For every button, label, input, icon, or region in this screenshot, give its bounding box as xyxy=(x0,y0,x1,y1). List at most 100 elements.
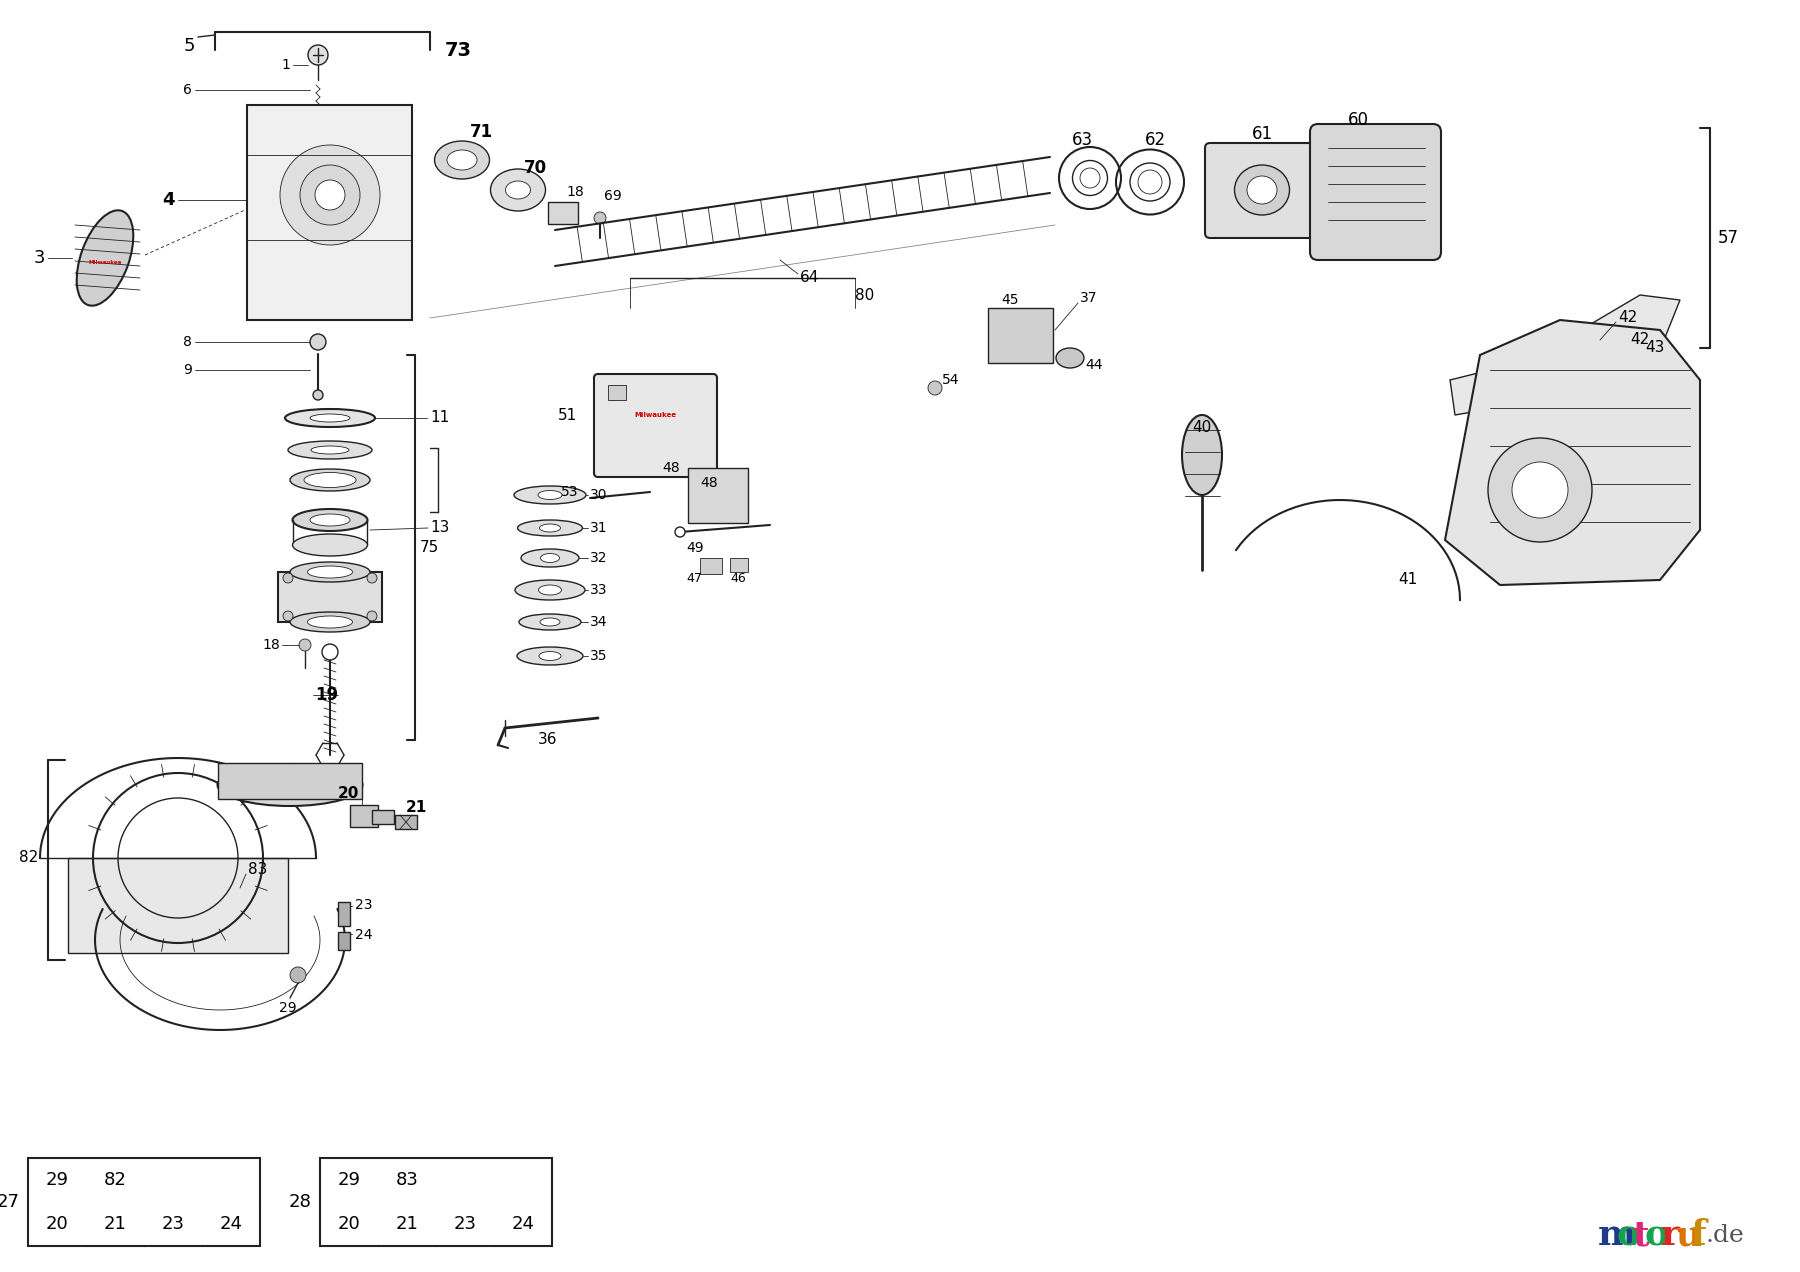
Text: 46: 46 xyxy=(731,571,745,585)
Text: t: t xyxy=(1633,1219,1649,1252)
Text: 29: 29 xyxy=(338,1172,360,1189)
Ellipse shape xyxy=(308,566,353,577)
Text: .de: .de xyxy=(1706,1224,1744,1247)
Text: 11: 11 xyxy=(430,411,450,426)
Text: 69: 69 xyxy=(605,190,621,204)
Text: 32: 32 xyxy=(590,551,608,565)
FancyBboxPatch shape xyxy=(247,106,412,321)
FancyBboxPatch shape xyxy=(1204,142,1319,238)
Circle shape xyxy=(929,382,941,396)
Circle shape xyxy=(283,572,293,583)
Ellipse shape xyxy=(1235,165,1289,215)
Text: 29: 29 xyxy=(45,1172,68,1189)
Ellipse shape xyxy=(292,534,367,556)
Text: 44: 44 xyxy=(1085,357,1102,371)
Ellipse shape xyxy=(218,764,362,806)
Ellipse shape xyxy=(506,181,531,198)
Ellipse shape xyxy=(310,413,349,422)
FancyBboxPatch shape xyxy=(594,374,716,477)
Text: 27: 27 xyxy=(0,1193,20,1211)
Text: 18: 18 xyxy=(263,639,281,653)
Text: 20: 20 xyxy=(338,1215,360,1233)
Text: 64: 64 xyxy=(799,271,819,285)
Text: 13: 13 xyxy=(430,520,450,536)
Text: 30: 30 xyxy=(590,488,608,502)
Circle shape xyxy=(310,335,326,350)
Text: 34: 34 xyxy=(590,614,608,628)
Text: 23: 23 xyxy=(162,1215,184,1233)
Circle shape xyxy=(322,644,338,660)
Ellipse shape xyxy=(538,585,562,595)
Text: 24: 24 xyxy=(220,1215,243,1233)
Circle shape xyxy=(367,611,376,621)
Ellipse shape xyxy=(518,614,581,630)
Circle shape xyxy=(1512,462,1568,518)
Text: 24: 24 xyxy=(511,1215,535,1233)
Text: 48: 48 xyxy=(700,476,718,490)
Text: 18: 18 xyxy=(565,184,583,198)
Text: 9: 9 xyxy=(184,363,193,377)
Ellipse shape xyxy=(538,491,562,500)
Ellipse shape xyxy=(446,150,477,170)
Circle shape xyxy=(283,611,293,621)
Ellipse shape xyxy=(310,514,349,527)
Text: 51: 51 xyxy=(558,407,578,422)
Text: 43: 43 xyxy=(1645,341,1665,355)
Ellipse shape xyxy=(311,446,349,454)
Text: 83: 83 xyxy=(248,862,268,878)
Text: 73: 73 xyxy=(445,41,472,60)
Bar xyxy=(29,1158,259,1247)
Circle shape xyxy=(367,572,376,583)
Text: 21: 21 xyxy=(407,800,427,815)
Bar xyxy=(68,859,288,953)
Bar xyxy=(338,902,349,926)
Ellipse shape xyxy=(517,647,583,665)
Text: 35: 35 xyxy=(590,649,608,663)
Ellipse shape xyxy=(290,469,371,491)
Text: 1: 1 xyxy=(281,59,290,73)
Text: 70: 70 xyxy=(524,159,547,177)
Text: 33: 33 xyxy=(590,583,608,597)
Text: 40: 40 xyxy=(1192,421,1211,435)
Bar xyxy=(394,815,418,829)
Text: 42: 42 xyxy=(1618,310,1638,326)
Ellipse shape xyxy=(540,553,560,562)
Text: o: o xyxy=(1643,1219,1669,1252)
Polygon shape xyxy=(1451,295,1679,415)
Text: 54: 54 xyxy=(941,373,959,387)
Circle shape xyxy=(281,145,380,245)
Bar xyxy=(688,468,749,523)
Text: 3: 3 xyxy=(34,249,45,267)
Text: 61: 61 xyxy=(1251,125,1273,142)
Circle shape xyxy=(1080,168,1100,188)
Ellipse shape xyxy=(290,562,371,583)
Text: 5: 5 xyxy=(184,37,194,55)
Text: o: o xyxy=(1616,1219,1640,1252)
Circle shape xyxy=(1138,170,1163,195)
Text: 57: 57 xyxy=(1717,229,1739,247)
Text: 21: 21 xyxy=(104,1215,126,1233)
Ellipse shape xyxy=(290,612,371,632)
Text: 75: 75 xyxy=(419,541,439,556)
Text: 45: 45 xyxy=(1001,293,1019,307)
Text: 23: 23 xyxy=(454,1215,477,1233)
Bar xyxy=(700,558,722,574)
Text: 20: 20 xyxy=(337,786,358,800)
Text: 28: 28 xyxy=(290,1193,311,1211)
Circle shape xyxy=(594,212,607,224)
Text: 48: 48 xyxy=(662,460,680,474)
Bar xyxy=(277,572,382,622)
Ellipse shape xyxy=(288,441,373,459)
Ellipse shape xyxy=(304,472,356,487)
Bar xyxy=(988,308,1053,363)
Text: 71: 71 xyxy=(470,123,493,141)
Text: 24: 24 xyxy=(355,929,373,943)
Ellipse shape xyxy=(515,486,587,504)
Text: 23: 23 xyxy=(355,898,373,912)
Text: Milwaukee: Milwaukee xyxy=(88,259,122,265)
Circle shape xyxy=(675,527,686,537)
Bar xyxy=(373,810,394,824)
Text: 36: 36 xyxy=(538,733,558,748)
Text: 60: 60 xyxy=(1348,111,1368,128)
Text: u: u xyxy=(1676,1219,1701,1252)
